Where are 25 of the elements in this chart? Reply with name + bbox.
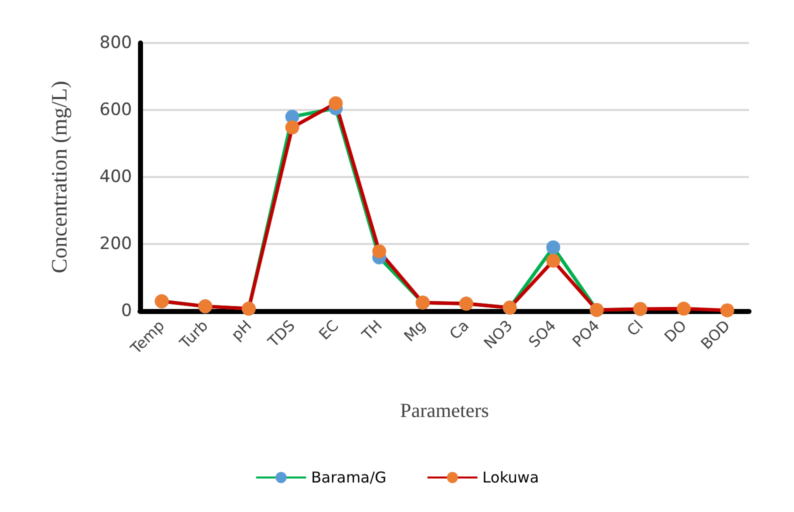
x-tick-label: Mg [400,316,430,346]
x-tick-label: DO [660,316,690,346]
y-tick-label: 200 [100,234,132,254]
x-tick-label: TDS [264,316,299,352]
point [546,240,560,254]
point [328,96,343,110]
y-axis-title: Concentration (mg/L) [46,80,72,274]
point [546,254,560,268]
x-tick-label: Ca [446,316,473,344]
y-tick-label: 400 [100,167,132,187]
x-tick-label: Turb [176,316,212,353]
x-axis-title: Parameters [400,400,490,422]
point [676,302,691,316]
x-tick-label: EC [315,316,342,344]
point [285,120,300,134]
x-tick-label: Cl [624,316,647,340]
point [720,303,734,318]
legend-label: Lokuwa [482,468,539,486]
y-tick-label: 0 [121,301,132,321]
point [372,244,386,258]
legend-label: Barama/G [311,468,386,486]
y-tick-label: 800 [100,33,132,53]
x-tick-label: pH [228,316,256,344]
x-tick-label: TH [358,316,386,345]
y-tick-label: 600 [100,100,132,120]
